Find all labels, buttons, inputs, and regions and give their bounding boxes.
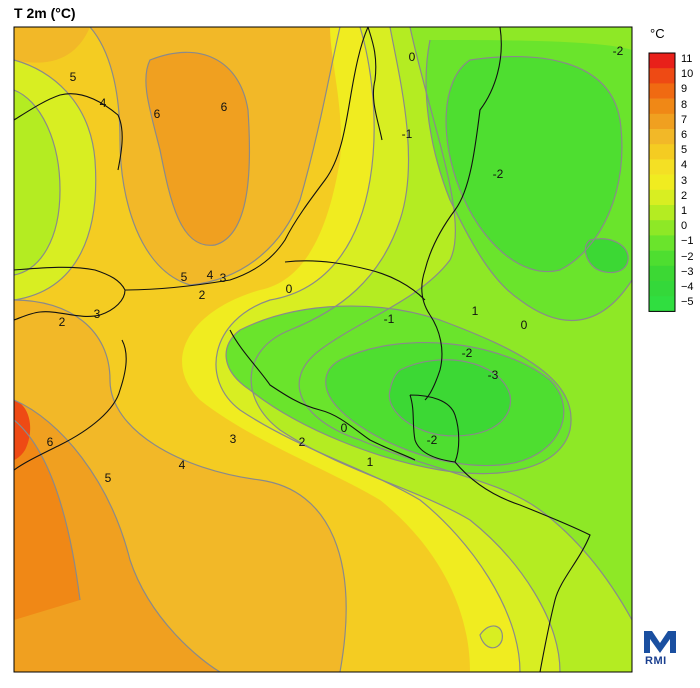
colorbar-tick-label: −4	[681, 281, 694, 293]
contour-label: 5	[105, 471, 112, 485]
contour-label: 2	[59, 315, 66, 329]
contour-label: 3	[230, 432, 237, 446]
contour-label: 0	[286, 282, 293, 296]
colorbar-swatch	[649, 113, 675, 130]
colorbar	[648, 52, 676, 312]
colorbar-unit: °C	[650, 26, 665, 41]
contour-label: 4	[207, 268, 214, 282]
colorbar-tick-label: 11	[681, 53, 693, 65]
colorbar-tick-label: −2	[681, 250, 694, 263]
contour-label: 1	[472, 304, 479, 318]
colorbar-swatch	[649, 98, 675, 115]
contour-label: 6	[221, 100, 228, 114]
contour-label: -2	[493, 167, 504, 181]
colorbar-tick-label: −3	[681, 265, 694, 278]
contour-label: 5	[70, 70, 77, 84]
colorbar-tick-label: 4	[681, 159, 688, 172]
colorbar-tick-label: 0	[681, 220, 688, 233]
map-frame	[13, 26, 633, 673]
colorbar-swatch	[649, 296, 675, 312]
colorbar-swatch	[649, 68, 675, 84]
contour-label: 1	[367, 455, 374, 469]
colorbar-swatch	[649, 205, 675, 221]
contour-label: 6	[47, 435, 54, 449]
colorbar-swatch	[649, 220, 675, 236]
colorbar-swatch	[649, 53, 675, 69]
contour-label: -2	[613, 44, 624, 58]
rmi-logo-text: RMI	[645, 655, 667, 667]
colorbar-swatch	[649, 159, 675, 175]
colorbar-tick-label: 7	[681, 113, 688, 126]
contour-label: 2	[299, 435, 306, 449]
contour-label: 2	[199, 288, 206, 302]
colorbar-tick-label: −5	[681, 296, 694, 309]
colorbar-tick-label: 10	[681, 68, 694, 81]
rmi-logo	[644, 631, 676, 653]
contour-label: 3	[94, 307, 101, 321]
colorbar-swatch	[649, 83, 675, 99]
colorbar-tick-label: −1	[681, 235, 694, 248]
map-title: T 2m (°C)	[14, 5, 76, 21]
contour-label: 6	[154, 107, 161, 121]
colorbar-swatch	[649, 281, 675, 297]
colorbar-swatch	[649, 144, 675, 160]
colorbar-tick-label: 5	[681, 144, 688, 157]
contour-label: -2	[462, 346, 473, 360]
contour-label: -1	[402, 127, 413, 141]
colorbar-swatch	[649, 174, 675, 191]
colorbar-swatch	[649, 189, 675, 206]
colorbar-tick-label: 3	[681, 174, 688, 187]
colorbar-tick-label: 8	[681, 98, 688, 111]
contour-label: -3	[488, 368, 499, 382]
colorbar-border	[648, 52, 676, 312]
contour-label: 4	[179, 458, 186, 472]
colorbar-swatch	[649, 235, 675, 251]
contour-label: 0	[521, 318, 528, 332]
contour-label: -1	[384, 312, 395, 326]
contour-label: -2	[427, 433, 438, 447]
map-field	[14, 27, 632, 672]
contour-label: 0	[341, 421, 348, 435]
colorbar-swatch	[649, 265, 675, 282]
colorbar-swatch	[649, 250, 675, 267]
colorbar-tick-label: 9	[681, 83, 688, 96]
contour-label: 4	[100, 96, 107, 110]
contour-label: 3	[220, 271, 227, 285]
contour-label: 0	[409, 50, 416, 64]
colorbar-tick-label: 1	[681, 205, 688, 217]
colorbar-tick-label: 6	[681, 129, 688, 141]
colorbar-swatch	[649, 129, 675, 145]
contour-label: 5	[181, 270, 188, 284]
colorbar-tick-label: 2	[681, 189, 688, 202]
